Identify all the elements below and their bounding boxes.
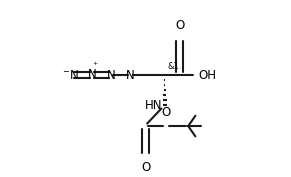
Text: HN: HN (145, 99, 162, 112)
Text: O: O (175, 19, 184, 32)
Text: N: N (107, 68, 116, 82)
Text: O: O (141, 161, 150, 174)
Text: $^{-}$N: $^{-}$N (62, 68, 79, 82)
Text: &1: &1 (167, 62, 179, 71)
Text: $^{+}$: $^{+}$ (92, 61, 99, 70)
Text: N: N (126, 68, 135, 82)
Text: OH: OH (198, 68, 216, 82)
Text: N: N (88, 68, 96, 81)
Text: O: O (162, 106, 171, 119)
